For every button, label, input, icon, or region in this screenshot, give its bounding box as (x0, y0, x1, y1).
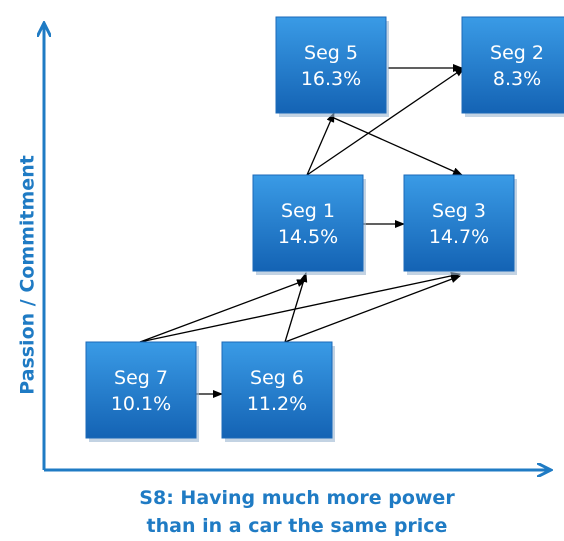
node-share: 14.7% (429, 226, 489, 248)
node-label: Seg 6 (250, 367, 304, 389)
node-label: Seg 3 (432, 200, 486, 222)
arrow (139, 271, 461, 343)
arrow (333, 117, 463, 176)
arrows (139, 64, 465, 398)
node-box (85, 341, 197, 439)
x-axis-label: than in a car the same price (147, 515, 448, 537)
y-axis-label: Passion / Commitment (17, 155, 39, 395)
node-box (252, 174, 364, 272)
arrow (306, 112, 335, 176)
node-box (221, 341, 333, 439)
node-box (275, 16, 387, 114)
nodes: Seg 516.3%Seg 28.3%Seg 114.5%Seg 314.7%S… (85, 16, 564, 442)
arrow (284, 272, 308, 343)
node-share: 8.3% (493, 68, 541, 90)
node-share: 10.1% (111, 393, 171, 415)
arrow (139, 279, 307, 343)
node-share: 11.2% (247, 393, 307, 415)
node-share: 16.3% (301, 68, 361, 90)
node-box (403, 174, 515, 272)
node-label: Seg 5 (304, 42, 358, 64)
arrow (306, 67, 465, 176)
node-label: Seg 2 (490, 42, 544, 64)
x-axis-label: S8: Having much more power (139, 487, 455, 509)
node-share: 14.5% (278, 226, 338, 248)
node: Seg 3 14.7% (403, 174, 517, 275)
node: Seg 1 14.5% (252, 174, 366, 275)
axes: Passion / Commitment S8: Having much mor… (17, 24, 551, 537)
node-box (461, 16, 564, 114)
node: Seg 5 16.3% (275, 16, 389, 117)
node: Seg 7 10.1% (85, 341, 199, 442)
node: Seg 2 8.3% (461, 16, 564, 117)
arrow (284, 275, 461, 343)
node-label: Seg 1 (281, 200, 335, 222)
node-label: Seg 7 (114, 367, 168, 389)
node: Seg 6 11.2% (221, 341, 335, 442)
